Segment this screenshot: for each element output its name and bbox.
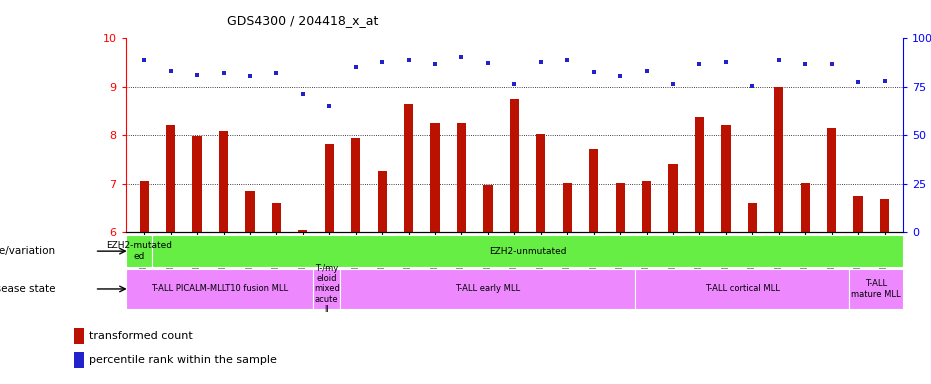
Text: GDS4300 / 204418_x_at: GDS4300 / 204418_x_at [227, 14, 378, 27]
Text: T-/my
eloid
mixed
acute
ll: T-/my eloid mixed acute ll [314, 264, 340, 314]
Point [824, 61, 839, 67]
Text: T-ALL cortical MLL: T-ALL cortical MLL [705, 285, 779, 293]
Text: genotype/variation: genotype/variation [0, 246, 56, 256]
Bar [430, 123, 439, 232]
Point [190, 72, 205, 78]
Point [745, 83, 760, 89]
Bar [854, 196, 863, 232]
Point [666, 81, 681, 88]
Point [798, 61, 813, 67]
Text: percentile rank within the sample: percentile rank within the sample [89, 355, 277, 365]
Bar [635, 269, 849, 309]
Bar [246, 191, 254, 232]
Text: T-ALL PICALM-MLLT10 fusion MLL: T-ALL PICALM-MLLT10 fusion MLL [151, 285, 288, 293]
Bar [126, 269, 314, 309]
Text: T-ALL
mature MLL: T-ALL mature MLL [852, 279, 901, 299]
Bar [668, 164, 678, 232]
Point [692, 61, 707, 67]
Point [242, 73, 257, 79]
Bar [219, 131, 228, 232]
Bar [695, 117, 704, 232]
Bar [166, 125, 175, 232]
Point [506, 81, 521, 88]
Point [533, 59, 548, 65]
Bar [801, 183, 810, 232]
Point [401, 57, 416, 63]
Bar [589, 149, 599, 232]
Point [348, 63, 363, 70]
Bar [615, 183, 625, 232]
Bar [74, 328, 85, 344]
Bar [536, 134, 546, 232]
Point [163, 68, 178, 74]
Bar [404, 104, 413, 232]
Point [851, 79, 866, 85]
Text: T-ALL early MLL: T-ALL early MLL [455, 285, 520, 293]
Bar [298, 230, 307, 232]
Point [216, 70, 231, 76]
Bar [340, 269, 635, 309]
Text: EZH2-unmutated: EZH2-unmutated [489, 247, 567, 256]
Point [877, 78, 892, 84]
Point [374, 59, 389, 65]
Bar [378, 171, 386, 232]
Bar [849, 269, 903, 309]
Point [427, 61, 442, 67]
Bar [325, 144, 334, 232]
Point [322, 103, 337, 109]
Bar [722, 125, 731, 232]
Bar [314, 269, 340, 309]
Point [295, 91, 310, 97]
Bar [642, 181, 651, 232]
Point [480, 60, 495, 66]
Bar [272, 203, 281, 232]
Bar [126, 235, 153, 267]
Point [772, 57, 787, 63]
Point [719, 59, 734, 65]
Point [269, 70, 284, 76]
Bar [140, 181, 149, 232]
Text: disease state: disease state [0, 284, 56, 294]
Bar [510, 99, 519, 232]
Point [137, 57, 152, 63]
Text: transformed count: transformed count [89, 331, 193, 341]
Point [560, 57, 574, 63]
Bar [827, 128, 836, 232]
Point [454, 54, 469, 60]
Point [640, 68, 654, 74]
Text: EZH2-mutated
ed: EZH2-mutated ed [106, 242, 172, 261]
Bar [74, 352, 85, 368]
Bar [880, 199, 889, 232]
Bar [351, 138, 360, 232]
Bar [457, 123, 466, 232]
Point [587, 69, 601, 75]
Bar [562, 183, 572, 232]
Bar [193, 136, 202, 232]
Bar [775, 87, 783, 232]
Point [613, 73, 627, 79]
Bar [483, 185, 492, 232]
Bar [748, 203, 757, 232]
